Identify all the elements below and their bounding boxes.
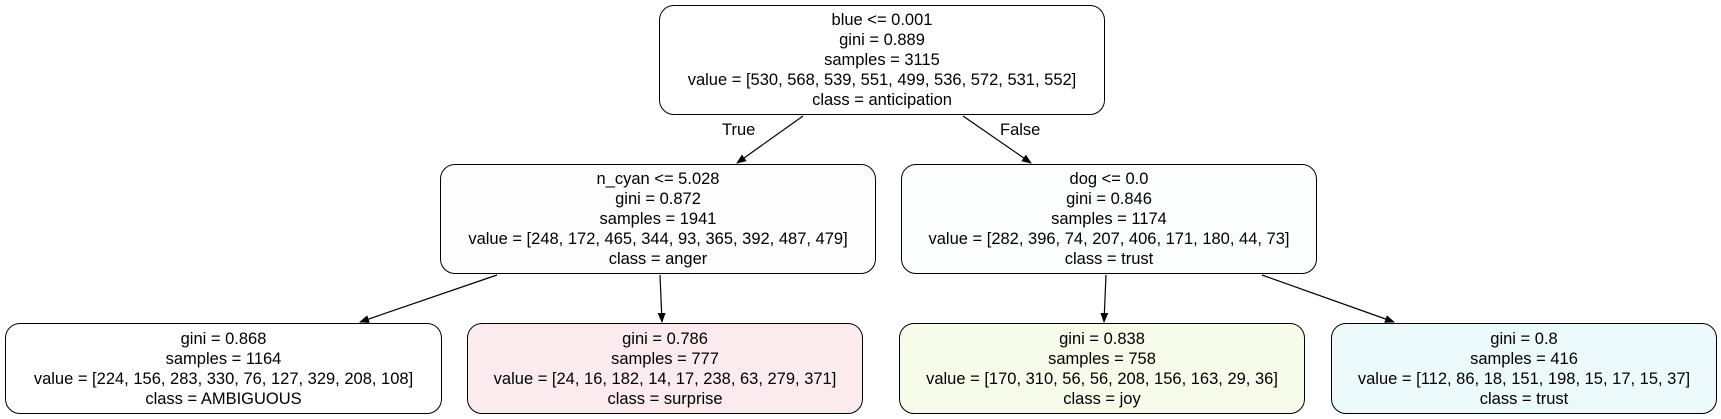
- node-text-line: value = [112, 86, 18, 151, 198, 15, 17, …: [1357, 369, 1691, 388]
- node-text-line: gini = 0.846: [1066, 190, 1152, 208]
- node-text-line: gini = 0.786: [622, 329, 708, 348]
- edge-left-leaf1: [359, 274, 498, 323]
- node-text-line: value = [530, 568, 539, 551, 499, 536, 5…: [687, 71, 1077, 89]
- node-text-line: gini = 0.868: [180, 329, 267, 348]
- tree-node-root: blue <= 0.001 gini = 0.889 samples = 3115 v…: [659, 5, 1105, 115]
- node-text-line: value = [24, 16, 182, 14, 17, 238, 63, 2…: [493, 369, 837, 388]
- node-text-line: value = [248, 172, 465, 344, 93, 365, 39…: [468, 230, 848, 248]
- node-text-line: class = anger: [608, 250, 708, 268]
- edge-label-true: True: [722, 121, 756, 139]
- node-text-line: class = surprise: [607, 389, 723, 408]
- tree-node-leaf1: gini = 0.868 samples = 1164 value = [224, …: [5, 323, 442, 414]
- node-text-line: samples = 1164: [165, 349, 282, 368]
- node-text-line: samples = 3115: [824, 51, 940, 69]
- node-text-line: gini = 0.8: [1490, 329, 1558, 348]
- node-text-line: samples = 416: [1470, 349, 1578, 368]
- tree-node-right: dog <= 0.0 gini = 0.846 samples = 1174 valu…: [901, 164, 1317, 274]
- tree-node-leaf4: gini = 0.8 samples = 416 value = [112, 86,…: [1331, 323, 1717, 414]
- node-text-line: value = [170, 310, 56, 56, 208, 156, 163…: [926, 369, 1278, 388]
- node-text-line: gini = 0.872: [615, 190, 701, 208]
- edge-left-leaf2: [657, 274, 666, 323]
- node-text-line: samples = 758: [1048, 349, 1156, 368]
- node-text-line: dog <= 0.0: [1069, 170, 1149, 188]
- edge-right-leaf3: [1100, 274, 1109, 323]
- node-text-line: samples = 777: [611, 349, 719, 368]
- node-text-line: samples = 1174: [1051, 210, 1167, 228]
- edge-label-false: False: [1000, 121, 1041, 139]
- node-text-line: gini = 0.889: [839, 31, 925, 49]
- edge-right-leaf4: [1261, 274, 1395, 323]
- tree-node-leaf3: gini = 0.838 samples = 758 value = [170, 3…: [899, 323, 1305, 414]
- node-text-line: n_cyan <= 5.028: [596, 170, 720, 188]
- node-text-line: class = joy: [1063, 389, 1141, 408]
- node-text-line: blue <= 0.001: [831, 11, 933, 29]
- tree-node-left: n_cyan <= 5.028 gini = 0.872 samples = 194…: [440, 164, 876, 274]
- node-text-line: value = [282, 396, 74, 207, 406, 171, 18…: [928, 230, 1290, 248]
- edge-root-left: [736, 115, 804, 164]
- node-text-line: class = AMBIGUOUS: [145, 389, 302, 408]
- node-text-line: samples = 1941: [599, 210, 717, 228]
- node-text-line: value = [224, 156, 283, 330, 76, 127, 32…: [33, 369, 414, 388]
- node-text-line: class = trust: [1479, 389, 1569, 408]
- node-text-line: class = anticipation: [812, 91, 952, 109]
- tree-node-leaf2: gini = 0.786 samples = 777 value = [24, 16…: [467, 323, 863, 414]
- node-text-line: gini = 0.838: [1059, 329, 1145, 348]
- node-text-line: class = trust: [1064, 250, 1154, 268]
- edge-root-right: [962, 115, 1032, 164]
